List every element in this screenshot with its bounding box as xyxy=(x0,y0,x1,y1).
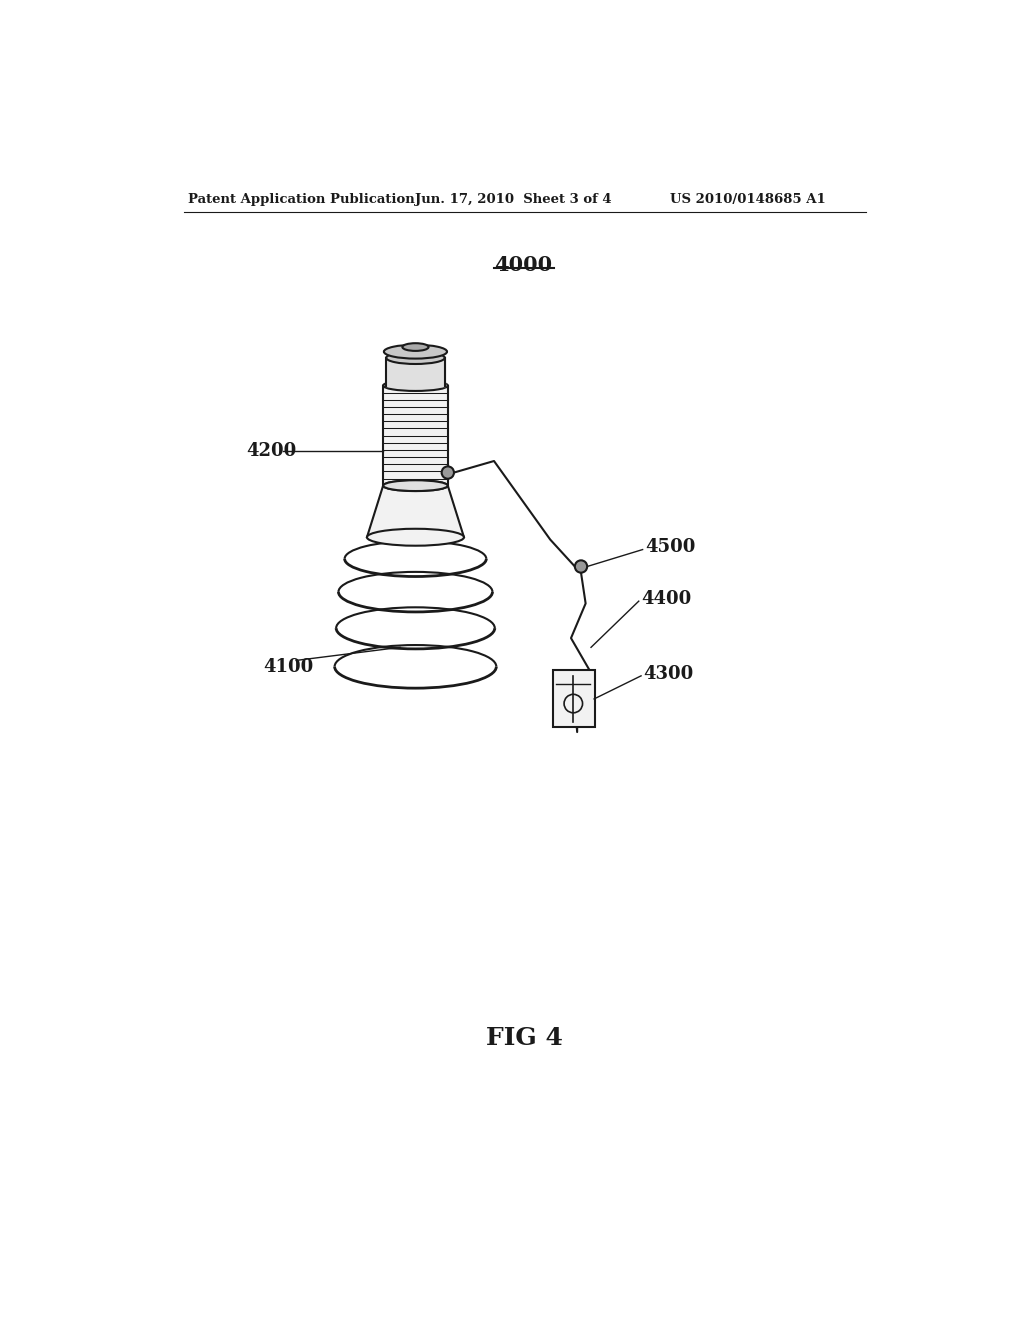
Text: 4100: 4100 xyxy=(263,657,313,676)
Ellipse shape xyxy=(367,529,464,545)
Polygon shape xyxy=(386,356,444,385)
Text: 4000: 4000 xyxy=(495,255,552,275)
Ellipse shape xyxy=(402,343,429,351)
Text: 4300: 4300 xyxy=(643,665,693,684)
Text: 4200: 4200 xyxy=(246,442,296,459)
Ellipse shape xyxy=(383,380,447,391)
Ellipse shape xyxy=(384,345,447,359)
Text: 4400: 4400 xyxy=(641,590,691,607)
Polygon shape xyxy=(367,486,464,537)
Ellipse shape xyxy=(383,480,447,491)
Text: US 2010/0148685 A1: US 2010/0148685 A1 xyxy=(670,193,825,206)
Polygon shape xyxy=(383,385,447,486)
Circle shape xyxy=(441,466,454,479)
Text: 4500: 4500 xyxy=(645,539,695,556)
Ellipse shape xyxy=(383,480,447,491)
Ellipse shape xyxy=(386,351,444,364)
Text: Jun. 17, 2010  Sheet 3 of 4: Jun. 17, 2010 Sheet 3 of 4 xyxy=(416,193,612,206)
Text: FIG 4: FIG 4 xyxy=(486,1026,563,1049)
Text: Patent Application Publication: Patent Application Publication xyxy=(188,193,415,206)
Circle shape xyxy=(574,560,587,573)
FancyBboxPatch shape xyxy=(553,669,595,727)
